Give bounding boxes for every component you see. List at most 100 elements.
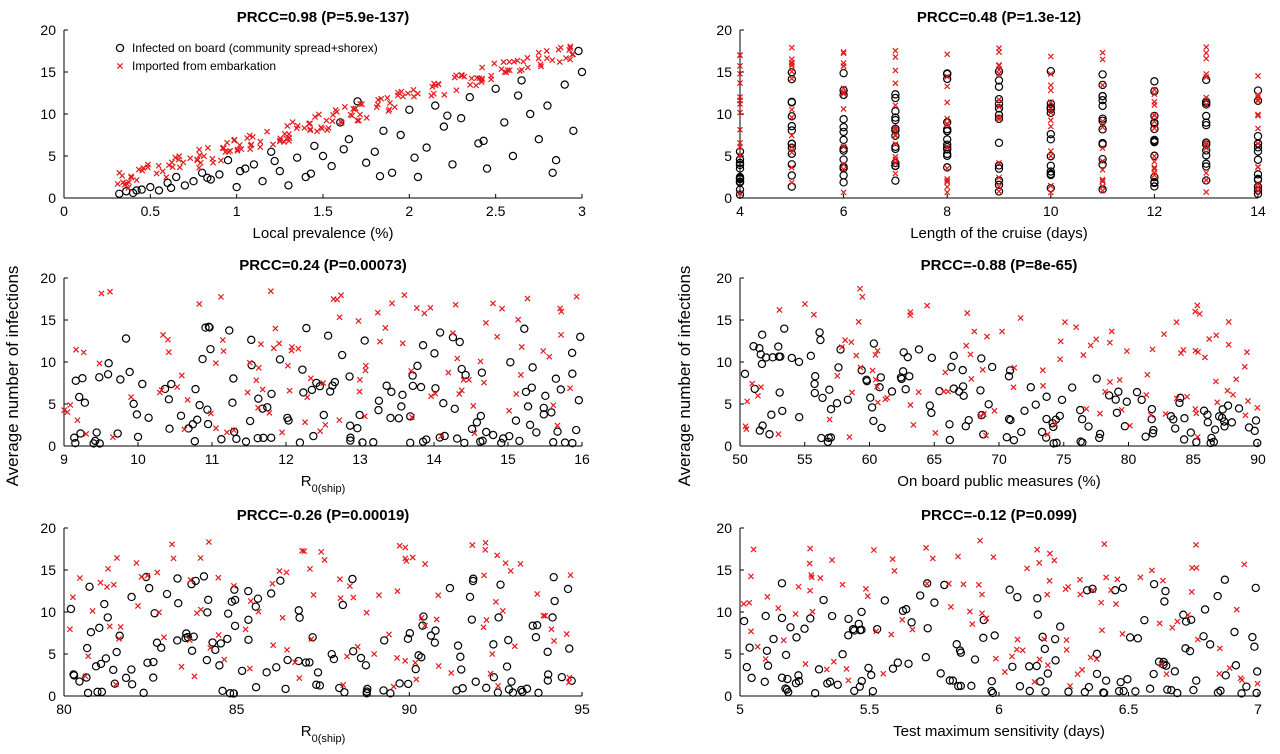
infected-point — [1149, 669, 1158, 679]
infected-point — [1154, 657, 1164, 666]
infected-point — [923, 624, 932, 633]
imported-point — [1067, 682, 1074, 690]
imported-point — [1151, 158, 1158, 165]
imported-point — [977, 412, 984, 420]
infected-point — [1253, 438, 1262, 448]
data-points — [735, 44, 1263, 199]
imported-point — [110, 581, 117, 588]
infected-point — [1037, 427, 1047, 437]
infected-point — [75, 677, 84, 686]
imported-point — [1151, 165, 1158, 172]
imported-point — [284, 646, 291, 653]
imported-point — [843, 665, 850, 672]
infected-point — [1098, 160, 1107, 169]
imported-point — [374, 309, 381, 316]
infected-point — [1131, 687, 1140, 696]
imported-point — [543, 55, 550, 62]
infected-point — [284, 181, 293, 190]
infected-point — [386, 413, 395, 423]
infected-point — [180, 181, 190, 190]
imported-point — [219, 336, 226, 343]
imported-point — [1126, 422, 1133, 429]
chart-panel-2: PRCC=0.48 (P=1.3e-12) 4 6 8 10 12 14 0 5 10 15 20 Le… — [716, 9, 1266, 242]
infected-point — [345, 421, 355, 430]
infected-point — [735, 158, 745, 168]
infected-point — [925, 401, 935, 410]
imported-point — [304, 394, 311, 401]
imported-point — [355, 117, 362, 124]
infected-point — [115, 189, 124, 198]
imported-point — [940, 388, 947, 395]
imported-point — [963, 342, 970, 349]
imported-point — [542, 612, 549, 619]
infected-point — [792, 633, 801, 642]
imported-point — [1019, 647, 1026, 654]
imported-point — [807, 587, 814, 594]
infected-point — [344, 134, 354, 144]
imported-point — [873, 628, 880, 635]
imported-point — [757, 384, 765, 391]
imported-point — [438, 433, 445, 440]
imported-point — [969, 621, 976, 628]
infected-point — [787, 121, 797, 131]
imported-point — [944, 177, 951, 185]
imported-point — [242, 626, 249, 633]
imported-point — [736, 109, 744, 116]
y-tick-label: 15 — [40, 312, 56, 328]
imported-point — [874, 383, 881, 390]
infected-point — [949, 351, 958, 361]
imported-point — [220, 348, 227, 355]
imported-point — [1225, 341, 1232, 348]
data-points — [739, 537, 1262, 698]
infected-point — [149, 657, 158, 667]
infected-point — [325, 387, 335, 396]
y-tick-label: 15 — [716, 312, 732, 328]
infected-point — [164, 395, 174, 404]
infected-point — [315, 681, 325, 690]
infected-point — [474, 139, 483, 148]
imported-point — [1254, 680, 1261, 687]
imported-point — [1213, 332, 1220, 339]
imported-point — [944, 176, 951, 183]
infected-point — [319, 410, 328, 420]
imported-point — [829, 557, 836, 564]
infected-point — [893, 658, 903, 667]
imported-point — [558, 331, 565, 338]
infected-point — [839, 122, 848, 132]
imported-point — [995, 188, 1003, 195]
imported-point — [1047, 189, 1054, 196]
infected-point — [739, 616, 749, 626]
infected-point — [1200, 605, 1210, 614]
infected-point — [513, 91, 523, 100]
imported-point — [736, 70, 744, 77]
imported-point — [117, 623, 124, 630]
imported-point — [279, 614, 286, 621]
imported-point — [1073, 324, 1080, 331]
infected-point — [979, 430, 988, 439]
infected-point — [203, 173, 212, 183]
imported-point — [391, 104, 398, 111]
infected-point — [360, 336, 369, 345]
infected-point — [1214, 412, 1224, 421]
infected-point — [1125, 633, 1135, 642]
imported-point — [144, 164, 151, 171]
infected-point — [774, 352, 784, 361]
imported-point — [1036, 656, 1043, 663]
infected-point — [943, 145, 952, 154]
imported-point — [840, 63, 847, 70]
imported-point — [1057, 338, 1064, 345]
imported-point — [864, 593, 871, 600]
infected-point — [476, 411, 486, 421]
imported-point — [207, 644, 214, 651]
imported-point — [889, 556, 896, 563]
infected-point — [1192, 676, 1201, 685]
infected-point — [362, 689, 371, 698]
imported-point — [1077, 591, 1084, 598]
imported-point — [792, 610, 799, 618]
imported-point — [563, 55, 570, 62]
imported-point — [433, 616, 440, 623]
infected-point — [816, 335, 825, 345]
infected-point — [127, 680, 137, 689]
imported-point — [223, 429, 230, 436]
imported-point — [1193, 410, 1200, 417]
